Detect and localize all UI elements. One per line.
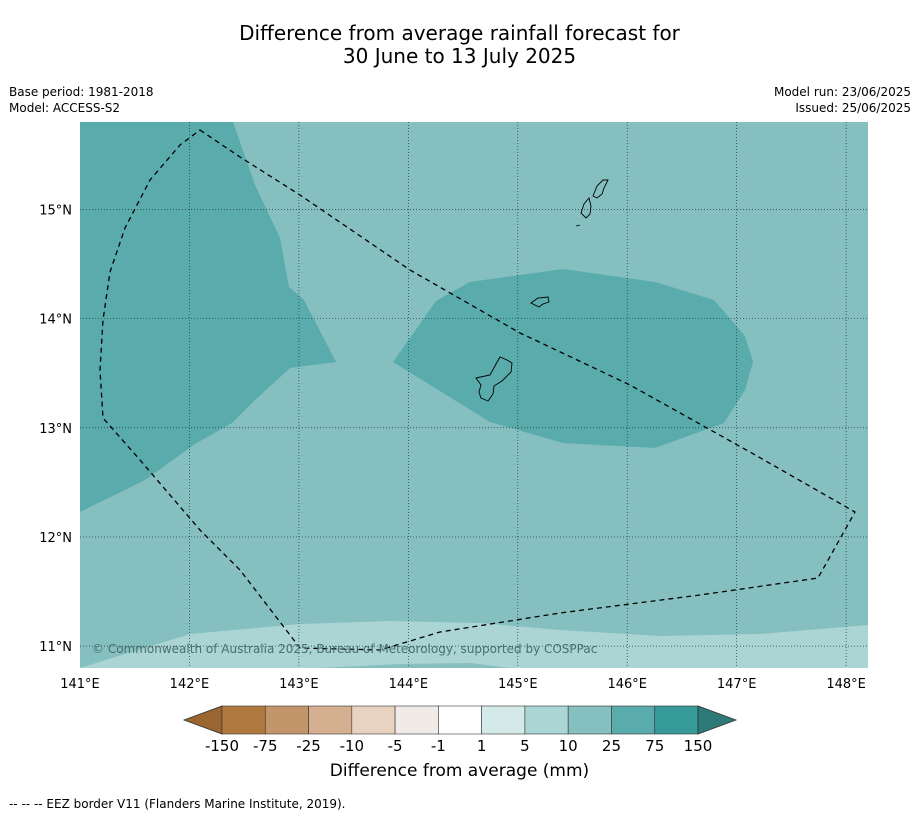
map-plot-area: © Commonwealth of Australia 2025, Bureau…: [80, 122, 868, 668]
colorbar-swatch: [611, 705, 656, 735]
colorbar-swatch: [567, 705, 612, 735]
colorbar-swatch: [351, 705, 396, 735]
latitude-tick-label: 14°N: [39, 313, 72, 328]
title-line-1: Difference from average rainfall forecas…: [239, 21, 680, 45]
latitude-tick-label: 11°N: [39, 640, 72, 655]
colorbar-label: Difference from average (mm): [329, 761, 590, 781]
base-period-text: Base period: 1981-2018: [9, 85, 154, 99]
rainfall-region-south-10-25-lobe: [320, 663, 510, 668]
colorbar-tick-label: -25: [296, 737, 321, 755]
colorbar-swatch: [524, 705, 569, 735]
rainfall-region-guam-25-75: [393, 269, 753, 448]
map-gridlines: [80, 122, 868, 668]
coastlines: [475, 179, 609, 402]
latitude-tick-label: 12°N: [39, 531, 72, 546]
copyright-text: © Commonwealth of Australia 2025, Bureau…: [92, 642, 597, 656]
eez-border: [99, 129, 856, 651]
colorbar-extend-low: [182, 705, 223, 735]
colorbar-tick-label: -5: [388, 737, 403, 755]
colorbar-tick-label: -75: [253, 737, 278, 755]
map-figure: © Commonwealth of Australia 2025, Bureau…: [39, 122, 868, 755]
eez-footnote: -- -- -- EEZ border V11 (Flanders Marine…: [9, 797, 346, 811]
aguijan-island: [575, 224, 581, 227]
colorbar-swatch: [394, 705, 439, 735]
colorbar-swatch: [438, 705, 482, 735]
rota-island: [530, 296, 550, 308]
latitude-labels: 15°N 14°N 13°N 12°N 11°N: [39, 203, 72, 655]
colorbar-swatch: [481, 705, 526, 735]
issued-text: Issued: 25/06/2025: [795, 101, 911, 115]
colorbar-tick-label: 1: [477, 737, 487, 755]
longitude-tick-label: 141°E: [60, 677, 100, 692]
colorbar-tick-label: -1: [431, 737, 446, 755]
chart-title: Difference from average rainfall forecas…: [0, 22, 919, 68]
colorbar-swatch: [308, 705, 353, 735]
colorbar-swatch: [264, 705, 309, 735]
colorbar: [182, 705, 738, 735]
tinian-island: [580, 197, 592, 219]
model-text: Model: ACCESS-S2: [9, 101, 121, 115]
colorbar-swatch: [221, 705, 266, 735]
longitude-tick-label: 145°E: [498, 677, 538, 692]
longitude-labels: 141°E 142°E 143°E 144°E 145°E 146°E 147°E 148°E: [60, 677, 866, 692]
title-line-2: 30 June to 13 July 2025: [342, 44, 577, 68]
colorbar-extend-high: [697, 705, 738, 735]
colorbar-tick-label: 5: [520, 737, 530, 755]
rainfall-region-west-25-75: [80, 122, 336, 512]
longitude-tick-label: 148°E: [826, 677, 866, 692]
meta-right: Model run: 23/06/2025 Issued: 25/06/2025: [774, 84, 911, 116]
colorbar-tick-label: -150: [205, 737, 239, 755]
longitude-tick-label: 147°E: [717, 677, 757, 692]
colorbar-tick-label: 10: [559, 737, 578, 755]
colorbar-tick-label: 75: [645, 737, 664, 755]
model-run-text: Model run: 23/06/2025: [773, 85, 911, 99]
colorbar-tick-label: 150: [684, 737, 713, 755]
longitude-tick-label: 143°E: [279, 677, 319, 692]
saipan-island: [592, 179, 609, 199]
longitude-tick-label: 146°E: [607, 677, 647, 692]
longitude-tick-label: 142°E: [170, 677, 210, 692]
latitude-tick-label: 15°N: [39, 203, 72, 218]
colorbar-tick-label: -10: [340, 737, 365, 755]
rainfall-region-south-5-10: [80, 621, 868, 668]
colorbar-tick-labels: -150 -75 -25 -10 -5 -1 1 5 10 25 75 150: [205, 737, 712, 755]
meta-left: Base period: 1981-2018 Model: ACCESS-S2: [9, 84, 154, 116]
colorbar-tick-label: 25: [602, 737, 621, 755]
latitude-tick-label: 13°N: [39, 422, 72, 437]
colorbar-swatch: [654, 705, 699, 735]
guam-island: [475, 356, 513, 402]
longitude-tick-label: 144°E: [389, 677, 429, 692]
